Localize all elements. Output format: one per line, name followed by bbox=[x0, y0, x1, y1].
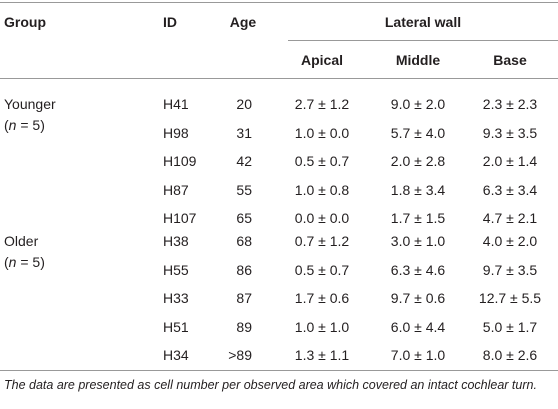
cell: 9.0 ± 2.0 bbox=[390, 96, 446, 112]
count-suffix: = 5) bbox=[16, 254, 45, 270]
count-var: n bbox=[8, 254, 17, 270]
cell: 2.0 ± 2.8 bbox=[390, 153, 446, 169]
row-id: H109 bbox=[163, 153, 197, 169]
group-count: (n = 5) bbox=[4, 253, 45, 271]
cell: 1.8 ± 3.4 bbox=[390, 181, 446, 198]
cell: 6.3 ± 3.4 bbox=[482, 181, 538, 198]
row-age: 89 bbox=[236, 318, 252, 335]
cell: 9.7 ± 3.5 bbox=[482, 261, 538, 278]
top-rule bbox=[0, 2, 558, 3]
group-label: Younger bbox=[4, 96, 56, 112]
column-header: Base bbox=[493, 52, 527, 68]
cell: 2.3 ± 2.3 bbox=[482, 96, 538, 112]
cell: 9.3 ± 3.5 bbox=[482, 124, 538, 141]
cell: 6.3 ± 4.6 bbox=[390, 261, 446, 278]
cell: 1.7 ± 1.5 bbox=[390, 210, 446, 226]
row-id: H51 bbox=[163, 318, 189, 335]
row-age: 87 bbox=[236, 290, 252, 306]
group-label: Older bbox=[4, 233, 39, 249]
cell: 2.0 ± 1.4 bbox=[482, 153, 538, 169]
row-id: H33 bbox=[163, 290, 189, 306]
row-id: H38 bbox=[163, 233, 189, 249]
footnote: The data are presented as cell number pe… bbox=[4, 378, 537, 392]
cell: 1.0 ± 0.0 bbox=[294, 124, 350, 141]
row-id: H34 bbox=[163, 347, 189, 363]
row-age: 55 bbox=[236, 181, 252, 198]
row-age: >89 bbox=[228, 347, 252, 363]
cell: 1.3 ± 1.1 bbox=[294, 347, 350, 363]
row-age: 65 bbox=[236, 210, 252, 226]
cell: 4.7 ± 2.1 bbox=[482, 210, 538, 226]
row-age: 20 bbox=[236, 96, 252, 112]
header-rule bbox=[0, 78, 558, 79]
cell: 0.5 ± 0.7 bbox=[294, 153, 350, 169]
count-var: n bbox=[8, 117, 17, 133]
row-id: H41 bbox=[163, 96, 189, 112]
cell: 5.0 ± 1.7 bbox=[482, 318, 538, 335]
header-id: ID bbox=[163, 14, 177, 30]
header-age: Age bbox=[229, 14, 257, 30]
row-id: H98 bbox=[163, 124, 189, 141]
count-suffix: = 5) bbox=[16, 117, 45, 133]
row-id: H87 bbox=[163, 181, 189, 198]
cell: 8.0 ± 2.6 bbox=[482, 347, 538, 363]
cell: 5.7 ± 4.0 bbox=[390, 124, 446, 141]
count-prefix: ( bbox=[4, 117, 9, 133]
row-age: 86 bbox=[236, 261, 252, 278]
count-prefix: ( bbox=[4, 254, 9, 270]
cell: 0.7 ± 1.2 bbox=[294, 233, 350, 249]
column-header: Middle bbox=[395, 52, 441, 68]
cell: 1.0 ± 1.0 bbox=[294, 318, 350, 335]
cell: 6.0 ± 4.4 bbox=[390, 318, 446, 335]
cell: 12.7 ± 5.5 bbox=[478, 290, 542, 306]
cell: 2.7 ± 1.2 bbox=[294, 96, 350, 112]
cell: 0.5 ± 0.7 bbox=[294, 261, 350, 278]
column-header: Apical bbox=[300, 52, 344, 68]
bottom-rule bbox=[0, 370, 558, 371]
cell: 0.0 ± 0.0 bbox=[294, 210, 350, 226]
row-age: 68 bbox=[236, 233, 252, 249]
cell: 1.7 ± 0.6 bbox=[294, 290, 350, 306]
header-span: Lateral wall bbox=[384, 14, 462, 30]
cell: 1.0 ± 0.8 bbox=[294, 181, 350, 198]
row-age: 42 bbox=[236, 153, 252, 169]
header-group: Group bbox=[4, 14, 46, 30]
row-age: 31 bbox=[236, 124, 252, 141]
cell: 4.0 ± 2.0 bbox=[482, 233, 538, 249]
row-id: H55 bbox=[163, 261, 189, 278]
cell: 9.7 ± 0.6 bbox=[390, 290, 446, 306]
span-rule bbox=[288, 40, 558, 41]
group-count: (n = 5) bbox=[4, 116, 45, 134]
row-id: H107 bbox=[163, 210, 197, 226]
cell: 3.0 ± 1.0 bbox=[390, 233, 446, 249]
cell: 7.0 ± 1.0 bbox=[390, 347, 446, 363]
